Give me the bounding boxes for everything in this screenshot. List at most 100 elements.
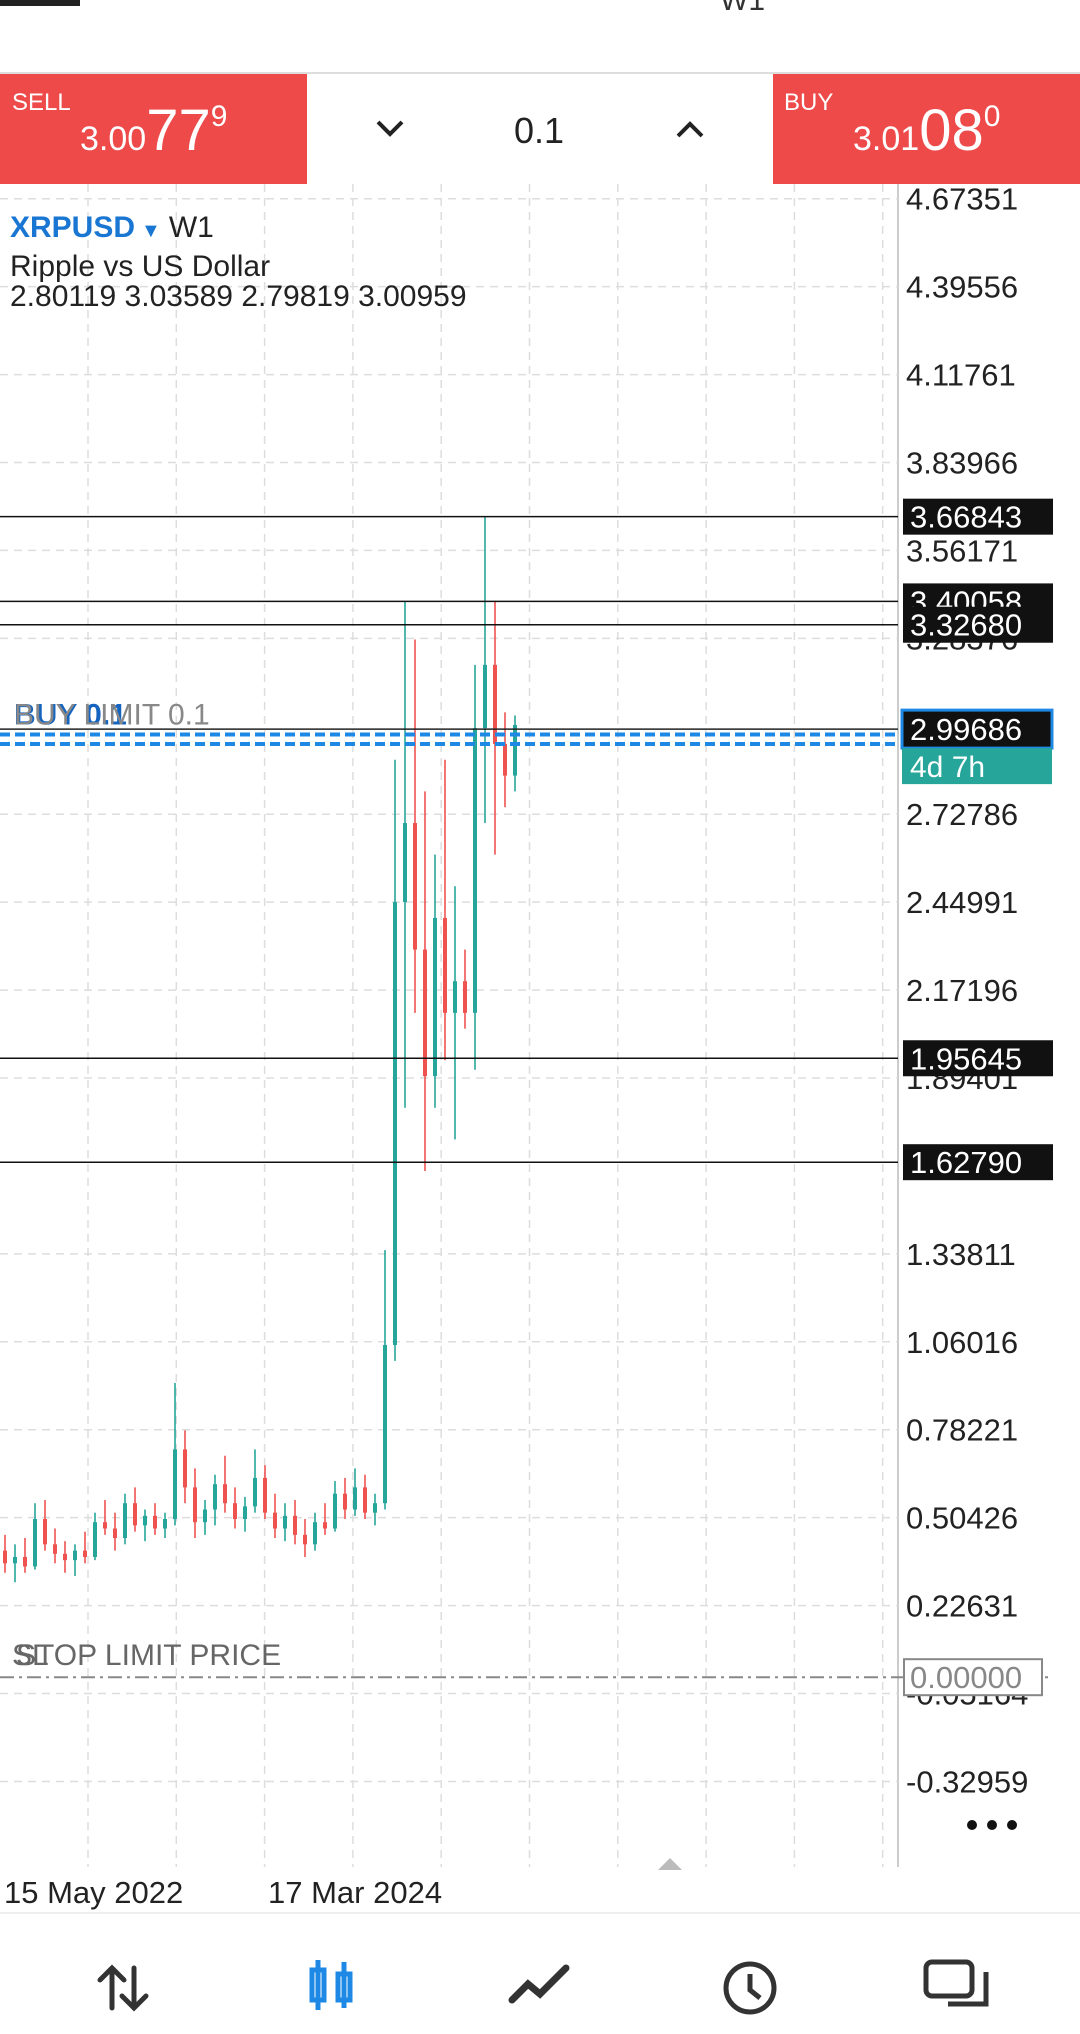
- symbol-timeframe: W1: [169, 211, 214, 244]
- candle-body: [483, 664, 487, 729]
- price-big: 08: [919, 98, 984, 163]
- more-menu[interactable]: [967, 1820, 1017, 1830]
- volume-down[interactable]: [376, 120, 404, 137]
- candle-body: [313, 1522, 317, 1545]
- price-sup: 0: [984, 100, 1001, 133]
- nav-history[interactable]: [723, 1961, 777, 2015]
- nav-quotes[interactable]: [97, 1964, 149, 2012]
- candle-body: [493, 664, 497, 744]
- candle-body: [283, 1515, 287, 1529]
- candle-body: [143, 1515, 147, 1526]
- candle-body: [443, 917, 447, 1013]
- buy-price: 3.01080: [853, 98, 1000, 163]
- price-level-label: 3.32680: [910, 608, 1022, 643]
- order-label[interactable]: BUY LIMIT 0.1: [14, 698, 210, 731]
- sell-price: 3.00779: [80, 98, 227, 163]
- timer-label: 4d 7h: [910, 751, 985, 784]
- candle-body: [303, 1534, 307, 1545]
- price-prefix: 3.01: [853, 120, 919, 158]
- candle-body: [373, 1503, 377, 1513]
- candle-body: [163, 1519, 167, 1529]
- chart: 4.673514.395564.117613.839663.561713.283…: [0, 182, 1054, 1910]
- candle-body: [263, 1477, 267, 1513]
- candle-body: [3, 1550, 7, 1564]
- symbol-info: XRPUSD ▼ W1: [10, 211, 214, 244]
- x-tick-label: 15 May 2022: [4, 1875, 183, 1910]
- candle-body: [273, 1512, 277, 1529]
- candle-body: [73, 1550, 77, 1561]
- price-sup: 9: [211, 100, 228, 133]
- sell-label: SELL: [12, 89, 71, 116]
- symbol-name[interactable]: XRPUSD: [10, 211, 135, 244]
- candle-body: [63, 1553, 67, 1561]
- candle-body: [33, 1519, 37, 1567]
- candle-body: [473, 728, 477, 1013]
- price-level-label: 3.66843: [910, 500, 1022, 535]
- candle-body: [383, 1345, 387, 1504]
- candle-body: [203, 1509, 207, 1523]
- price-level-box: [903, 1144, 1053, 1181]
- candle-body: [233, 1503, 237, 1520]
- candle-body: [53, 1544, 57, 1554]
- scroll-handle[interactable]: [658, 1858, 682, 1870]
- price-level-label: 1.62790: [910, 1145, 1022, 1180]
- volume-up[interactable]: [676, 121, 704, 138]
- nav-chart[interactable]: [309, 1960, 353, 2010]
- candle-body: [213, 1484, 217, 1510]
- y-tick-label: 1.33811: [906, 1237, 1016, 1272]
- candle-body: [113, 1528, 117, 1538]
- candle-body: [183, 1449, 187, 1488]
- candle-body: [413, 823, 417, 950]
- order-label[interactable]: BUY 0.1: [14, 698, 127, 731]
- candle-body: [243, 1506, 247, 1520]
- bid-box: [900, 708, 1054, 750]
- x-tick-label: 17 Mar 2024: [268, 1875, 442, 1910]
- sell-button[interactable]: [0, 74, 307, 184]
- candle-body: [433, 917, 437, 1077]
- price-level-box: [903, 498, 1053, 535]
- timer-box: [902, 748, 1052, 785]
- y-tick-label: 2.17196: [906, 973, 1018, 1008]
- nav-trade[interactable]: [508, 1964, 570, 2004]
- y-tick-label: 1.06016: [906, 1325, 1018, 1360]
- y-tick-label: 4.67351: [906, 182, 1018, 217]
- candle-body: [173, 1449, 177, 1520]
- y-tick-label: 0.78221: [906, 1413, 1018, 1448]
- y-tick-label: 4.39556: [906, 270, 1018, 305]
- nav-messages[interactable]: [923, 1959, 989, 2007]
- price-big: 77: [146, 98, 211, 163]
- candle-body: [363, 1487, 367, 1513]
- menu-icon[interactable]: [0, 0, 80, 6]
- candle-body: [23, 1556, 27, 1567]
- candle-body: [103, 1522, 107, 1529]
- candle-body: [293, 1515, 297, 1535]
- nav-separator: [0, 1912, 1080, 1914]
- candle-body: [393, 902, 397, 1346]
- timeframe-button[interactable]: W1: [720, 0, 765, 17]
- sl-label: SL: [12, 1639, 49, 1672]
- price-level-label: 1.95645: [910, 1041, 1022, 1076]
- y-tick-label: -0.32959: [906, 1764, 1028, 1799]
- buy-button[interactable]: [773, 74, 1080, 184]
- candle-body: [463, 981, 467, 1013]
- y-tick-label: 4.11761: [906, 358, 1016, 393]
- candle-body: [13, 1556, 17, 1564]
- candle-body: [153, 1515, 157, 1529]
- candle-body: [83, 1550, 87, 1557]
- candle-body: [133, 1503, 137, 1526]
- price-level-box: [903, 1040, 1053, 1077]
- symbol-ohlc: 2.80119 3.03589 2.79819 3.00959: [10, 280, 467, 313]
- candle-body: [453, 981, 457, 1013]
- volume[interactable]: 0.1: [514, 110, 564, 151]
- candle-body: [353, 1487, 357, 1510]
- separator: [0, 72, 1080, 74]
- candle-body: [253, 1477, 257, 1507]
- candle-body: [323, 1522, 327, 1529]
- candle-body: [43, 1519, 47, 1545]
- buy-label: BUY: [784, 89, 833, 116]
- candle-body: [513, 724, 517, 776]
- y-tick-label: 0.50426: [906, 1501, 1018, 1536]
